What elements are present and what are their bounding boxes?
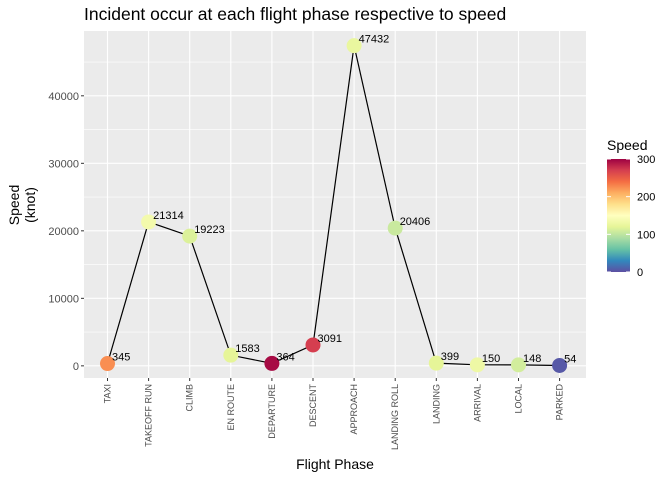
data-point (469, 357, 485, 373)
x-tick-label: LANDING ROLL (390, 384, 400, 450)
x-tick-label: TAKEOFF RUN (144, 384, 154, 447)
x-axis: TAXI TAKEOFF RUN CLIMB EN ROUTE DEPARTURE DES… (103, 378, 565, 450)
x-tick-label: ARRIVAL (472, 384, 482, 422)
x-tick-label: LOCAL (514, 384, 524, 414)
legend-tick-label: 200 (637, 192, 655, 204)
legend-colorbar (607, 159, 630, 272)
data-label: 54 (564, 353, 576, 365)
color-legend: Speed 0 100 200 300 (607, 137, 655, 279)
data-point (141, 214, 157, 230)
data-point (182, 228, 198, 244)
data-label: 47432 (359, 34, 390, 46)
x-tick-label: CLIMB (185, 384, 195, 412)
plot-panel (84, 31, 586, 378)
data-label: 399 (441, 351, 459, 363)
y-tick-label: 30000 (48, 158, 79, 170)
y-tick-label: 0 (73, 361, 79, 373)
data-point (346, 38, 362, 54)
data-label: 148 (523, 353, 541, 365)
legend-title: Speed (607, 137, 647, 153)
y-tick-label: 10000 (48, 293, 79, 305)
data-point (264, 355, 280, 371)
data-label: 364 (276, 351, 294, 363)
data-point (552, 357, 568, 373)
y-axis-title-line1: Speed (6, 185, 22, 225)
data-points (100, 38, 568, 373)
data-point (511, 357, 526, 373)
x-tick-label: LANDING (431, 384, 441, 424)
data-label: 20406 (400, 216, 431, 228)
data-point (387, 220, 403, 236)
y-axis-title-line2: (knot) (22, 187, 38, 223)
x-tick-label: DEPARTURE (267, 384, 277, 439)
x-tick-label: EN ROUTE (226, 384, 236, 431)
x-axis-title: Flight Phase (296, 456, 374, 472)
data-point (428, 355, 444, 371)
y-tick-label: 40000 (48, 91, 79, 103)
data-labels: 345 21314 19223 1583 364 3091 47432 20406 399 150… (112, 34, 576, 366)
y-axis: 0 10000 20000 30000 40000 (48, 91, 84, 373)
data-label: 3091 (318, 333, 342, 345)
data-label: 150 (482, 353, 500, 365)
y-tick-label: 20000 (48, 226, 79, 238)
x-tick-label: APPROACH (349, 384, 359, 435)
chart-title: Incident occur at each flight phase resp… (84, 4, 506, 24)
legend-tick-label: 100 (637, 229, 655, 241)
grid-lines (84, 31, 586, 378)
x-tick-label: PARKED (555, 384, 565, 421)
data-point (100, 356, 115, 372)
legend-tick-label: 300 (637, 154, 655, 166)
x-tick-label: TAXI (103, 384, 113, 403)
data-label: 345 (112, 352, 130, 364)
data-label: 21314 (153, 210, 184, 222)
legend-ticks: 0 100 200 300 (607, 154, 655, 279)
data-label: 1583 (235, 343, 259, 355)
data-point (223, 347, 239, 363)
data-point (305, 337, 321, 353)
data-label: 19223 (194, 224, 225, 236)
x-tick-label: DESCENT (308, 384, 318, 428)
legend-tick-label: 0 (637, 267, 643, 279)
